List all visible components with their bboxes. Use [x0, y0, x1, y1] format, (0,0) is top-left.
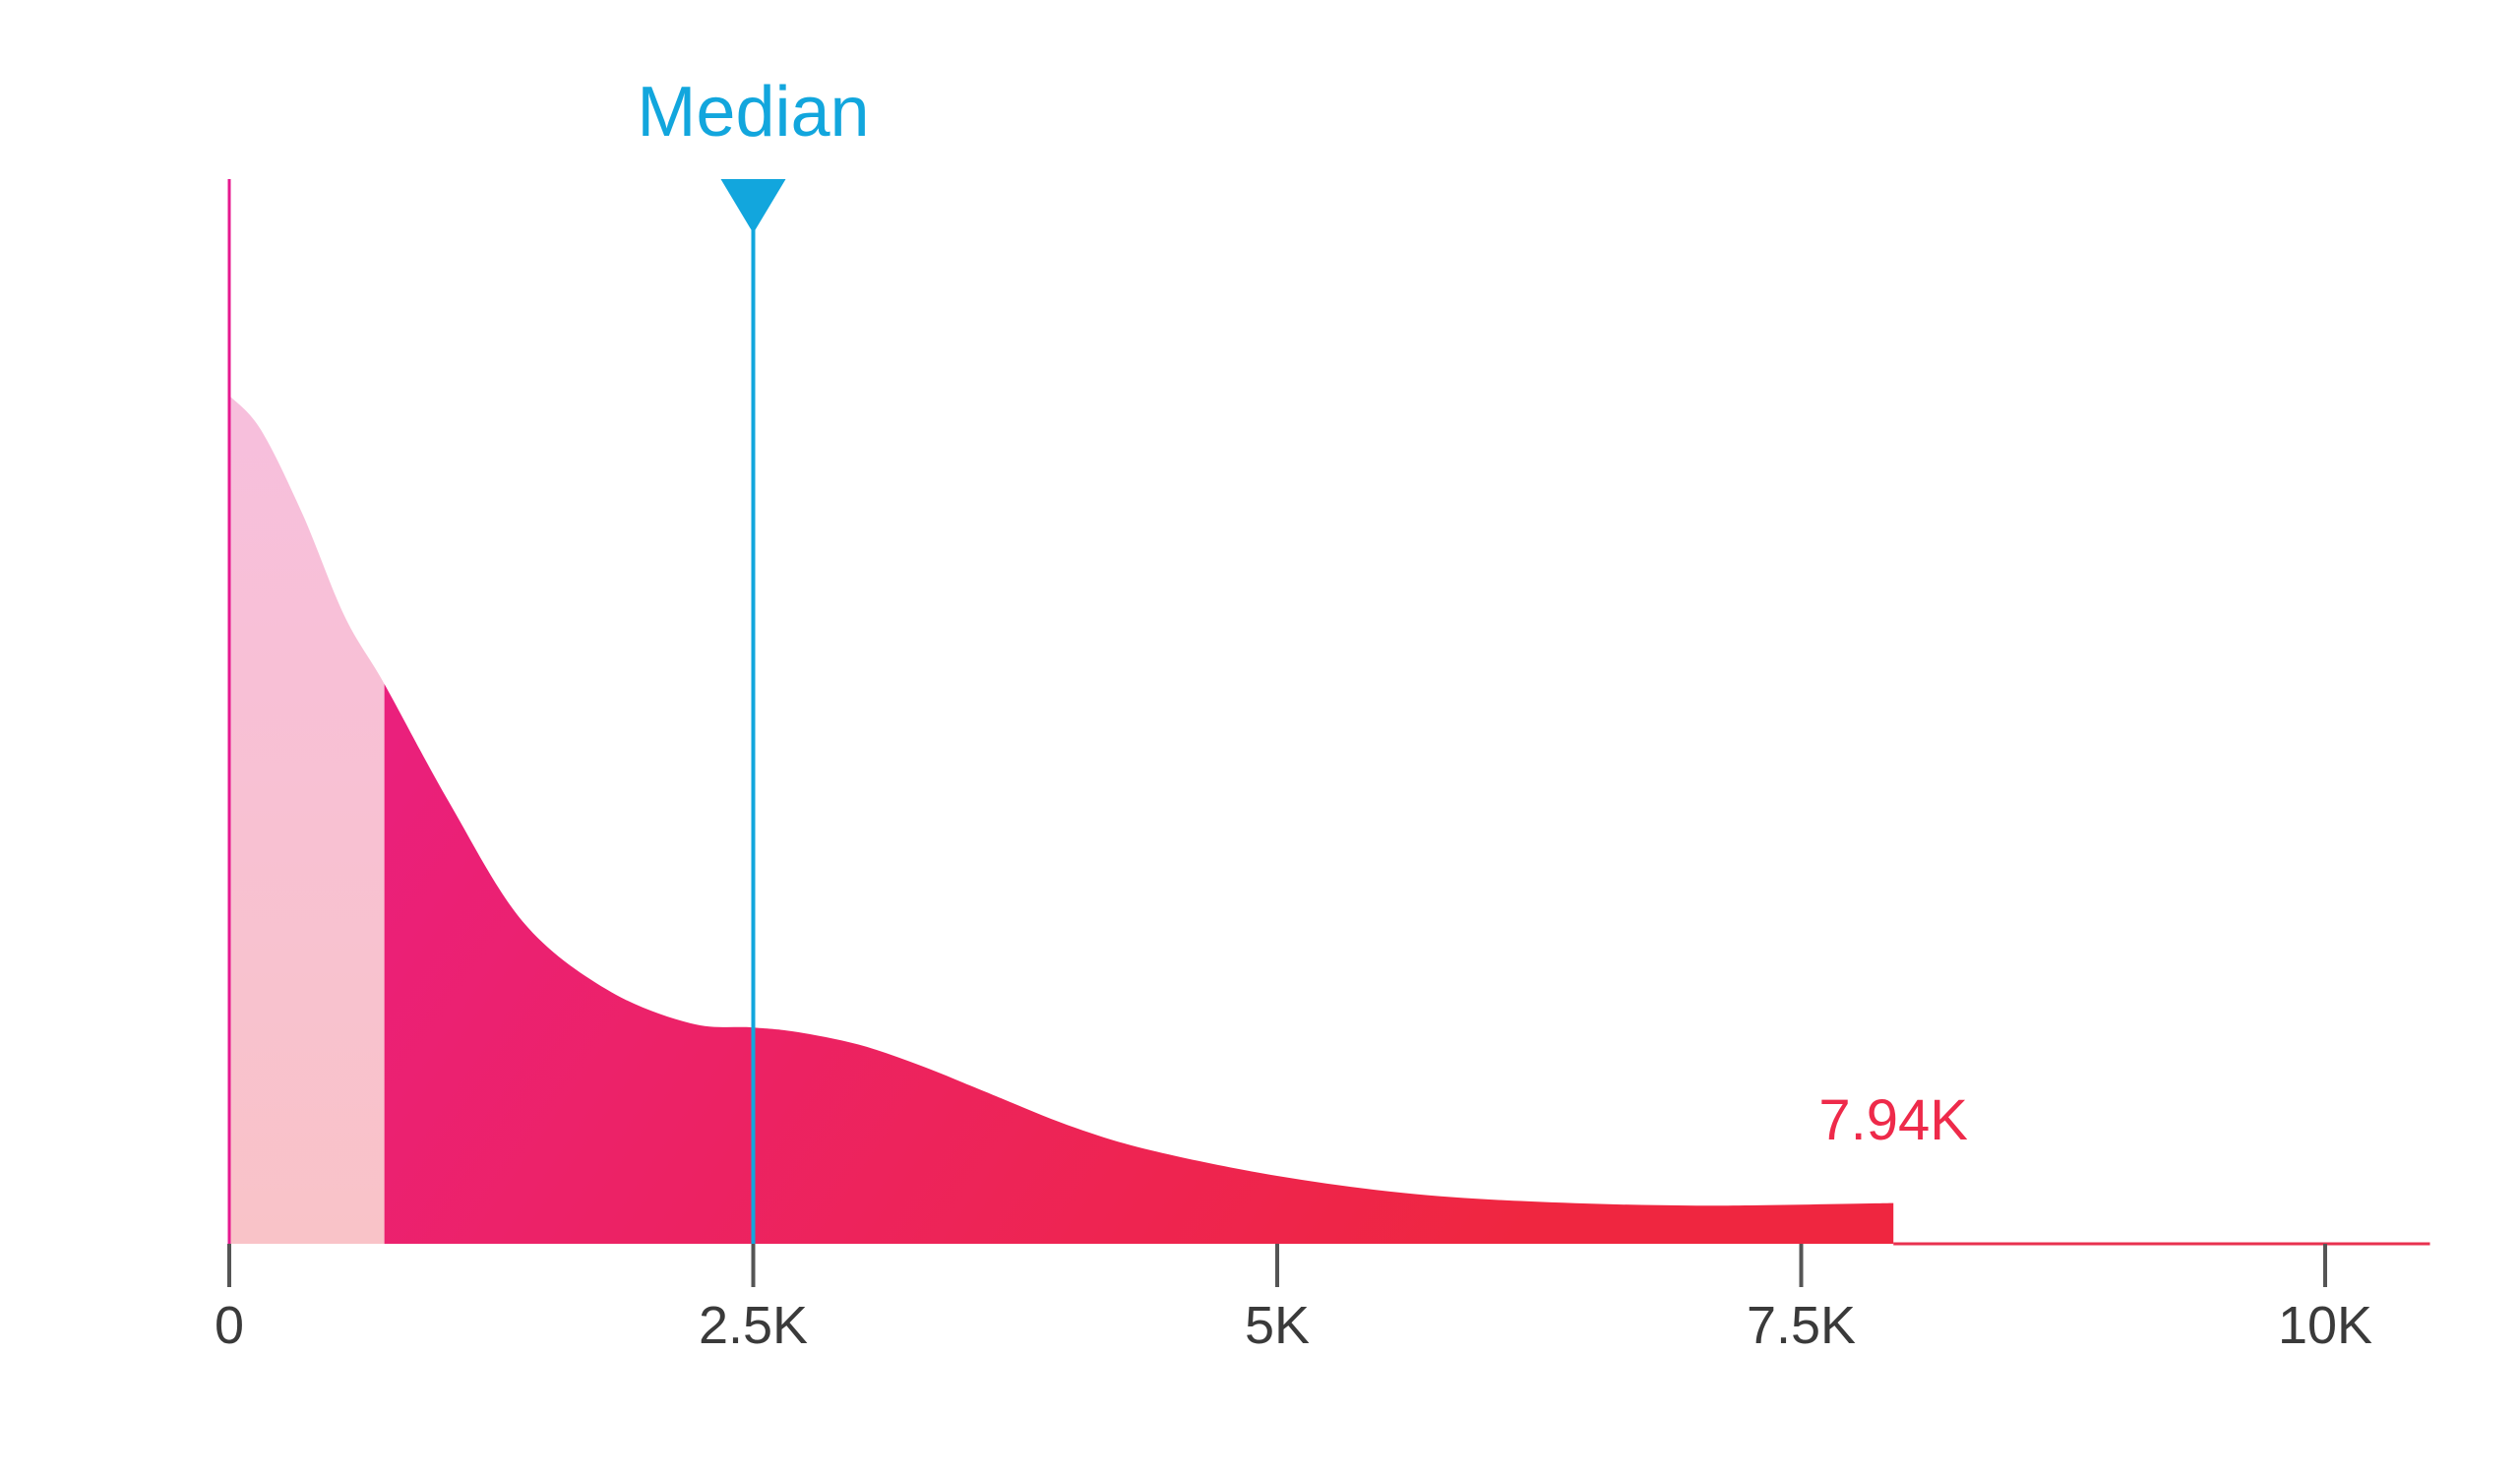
x-tick-label-1: 2.5K [699, 1296, 808, 1355]
median-marker-icon [720, 179, 786, 233]
plot-area: Median 7.94K 0 2.5K 5K 7.5K 10K [215, 73, 2430, 1355]
median-label: Median [637, 73, 869, 152]
x-tick-label-3: 7.5K [1747, 1296, 1856, 1355]
x-tick-label-2: 5K [1245, 1296, 1310, 1355]
area-shaded-region [229, 396, 385, 1244]
area-series [384, 684, 1894, 1244]
end-value-label: 7.94K [1818, 1088, 1968, 1152]
x-tick-label-4: 10K [2278, 1296, 2372, 1355]
x-tick-label-0: 0 [215, 1296, 244, 1355]
